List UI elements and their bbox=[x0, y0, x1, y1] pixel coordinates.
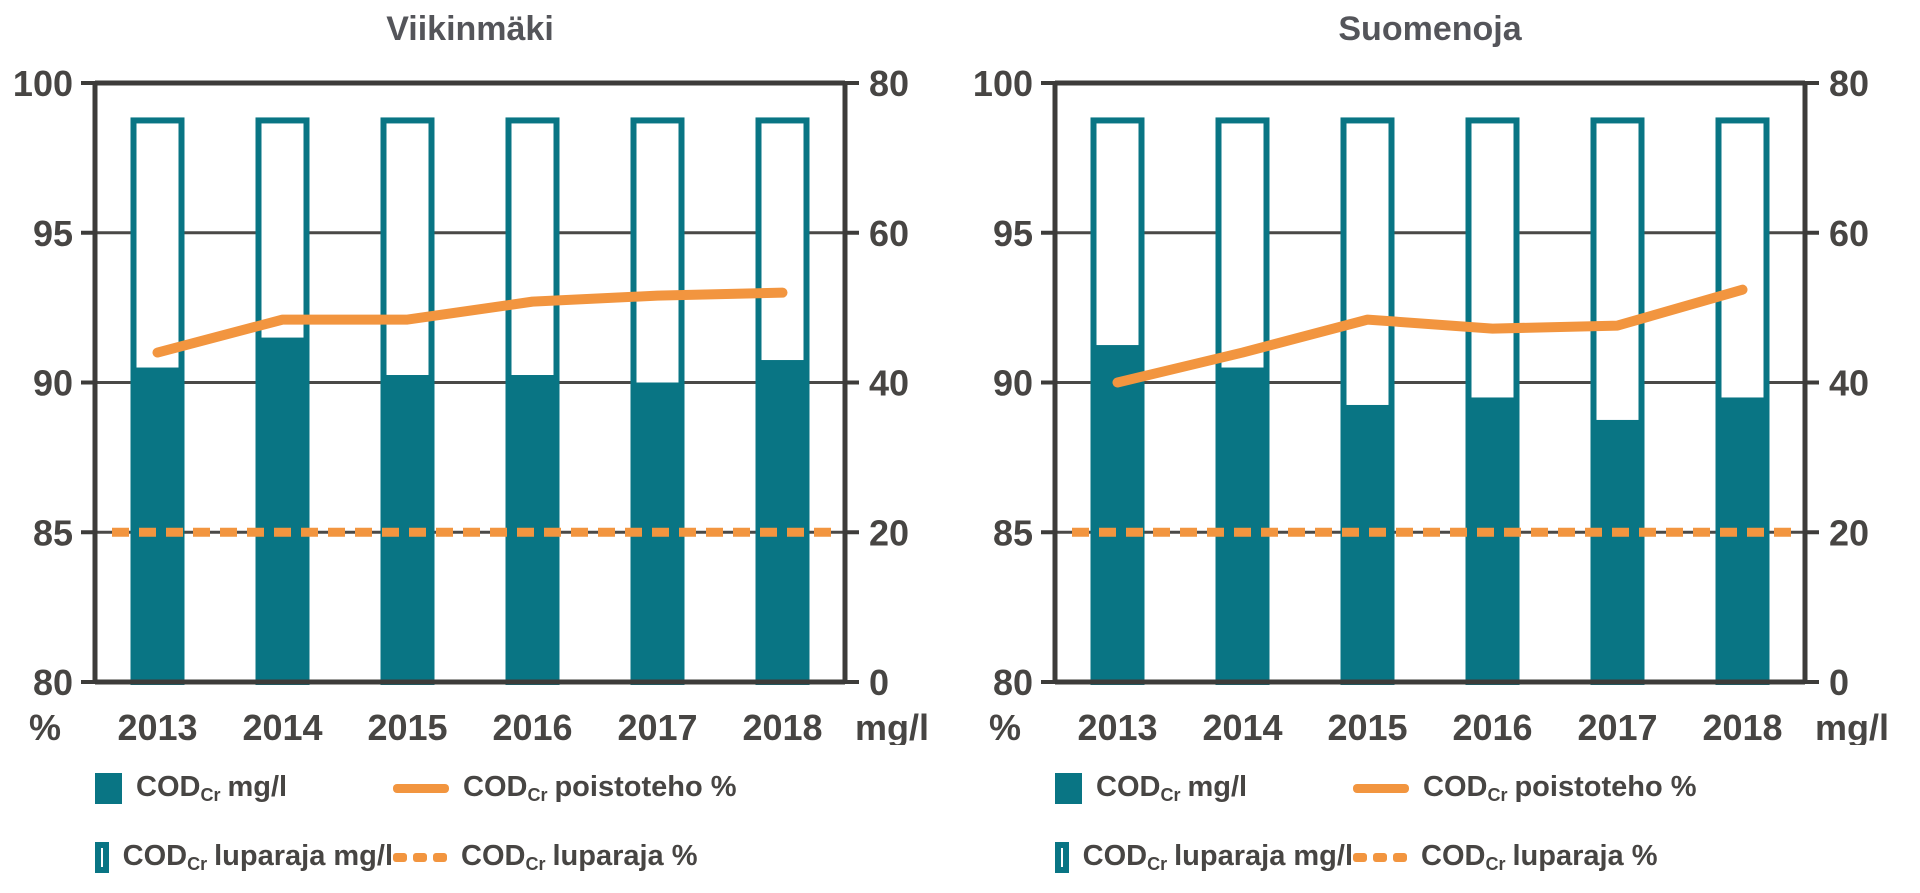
left-axis-unit-label: % bbox=[29, 707, 61, 745]
year-label-2017: 2017 bbox=[617, 707, 697, 745]
year-label-2018: 2018 bbox=[1702, 707, 1782, 745]
year-label-2016: 2016 bbox=[492, 707, 572, 745]
year-label-2014: 2014 bbox=[242, 707, 322, 745]
year-label-2018: 2018 bbox=[742, 707, 822, 745]
right-axis-tick-label: 80 bbox=[1829, 63, 1869, 104]
dashed-line-swatch-icon bbox=[1353, 853, 1407, 862]
cod-bar-2014 bbox=[258, 337, 307, 682]
chart-suomenoja: Suomenoja 100 95 90 85 80 80 60 40 20 0% 2013 2014 20… bbox=[960, 0, 1920, 893]
right-axis-tick-label: 60 bbox=[869, 213, 909, 254]
year-label-2013: 2013 bbox=[1077, 707, 1157, 745]
legend-viikinmaki: CODCr mg/l CODCr poistoteho % CODCr luparaj… bbox=[0, 771, 960, 875]
year-label-2015: 2015 bbox=[1327, 707, 1407, 745]
legend-label: CODCr luparaja % bbox=[461, 840, 698, 874]
left-axis-tick-label: 95 bbox=[33, 213, 73, 254]
cod-bar-2017 bbox=[1593, 419, 1642, 682]
year-label-2016: 2016 bbox=[1452, 707, 1532, 745]
cod-bar-2014 bbox=[1218, 367, 1267, 682]
legend-item-luparaja-line: CODCr luparaja % bbox=[1353, 840, 1920, 875]
cod-bar-2018 bbox=[758, 360, 807, 682]
left-axis-tick-label: 80 bbox=[33, 662, 73, 703]
right-axis-tick-label: 20 bbox=[1829, 512, 1869, 553]
chart-title: Suomenoja bbox=[1338, 10, 1522, 48]
right-axis-tick-label: 40 bbox=[1829, 363, 1869, 404]
chart-viikinmaki: Viikinmäki 100 95 90 85 80 80 60 40 20 0% 2013 2014 2… bbox=[0, 10, 960, 875]
right-axis-tick-label: 60 bbox=[1829, 213, 1869, 254]
left-axis-tick-label: 90 bbox=[33, 363, 73, 404]
left-axis-tick-label: 80 bbox=[993, 662, 1033, 703]
legend-label: CODCr luparaja mg/l bbox=[122, 840, 393, 874]
legend-label: CODCr mg/l bbox=[1096, 771, 1248, 805]
right-axis-tick-label: 20 bbox=[869, 512, 909, 553]
poistoteho-line bbox=[152, 287, 788, 358]
left-axis-tick-label: 100 bbox=[973, 63, 1033, 104]
cod-bar-2018 bbox=[1718, 397, 1767, 682]
right-axis-tick-label: 80 bbox=[869, 63, 909, 104]
cod-bar-2016 bbox=[1468, 397, 1517, 682]
year-label-2014: 2014 bbox=[1202, 707, 1282, 745]
legend-item-cod-bar: CODCr mg/l bbox=[95, 771, 393, 806]
cod-bar-2015 bbox=[1343, 404, 1392, 682]
legend-item-cod-bar: CODCr mg/l bbox=[1055, 771, 1353, 806]
legend-label: CODCr poistoteho % bbox=[463, 771, 737, 805]
year-label-2017: 2017 bbox=[1577, 707, 1657, 745]
legend-item-poistoteho-line: CODCr poistoteho % bbox=[1353, 771, 1920, 806]
legend-item-luparaja-bar: CODCr luparaja mg/l bbox=[95, 840, 393, 875]
solid-line-swatch-icon bbox=[1353, 784, 1409, 793]
legend-label: CODCr mg/l bbox=[136, 771, 288, 805]
left-axis-tick-label: 100 bbox=[13, 63, 73, 104]
left-axis-tick-label: 95 bbox=[993, 213, 1033, 254]
poistoteho-line bbox=[1112, 284, 1748, 388]
filled-bar-swatch-icon bbox=[1055, 773, 1082, 804]
chart-title: Viikinmäki bbox=[386, 10, 554, 48]
right-axis-tick-label: 0 bbox=[1829, 662, 1849, 703]
left-axis-tick-label: 85 bbox=[993, 512, 1033, 553]
dashed-line-swatch-icon bbox=[393, 853, 447, 862]
filled-bar-swatch-icon bbox=[95, 773, 122, 804]
legend-label: CODCr luparaja mg/l bbox=[1082, 840, 1353, 874]
right-axis-unit-label: mg/l bbox=[1815, 707, 1889, 745]
chart-canvas-viikinmaki: Viikinmäki 100 95 90 85 80 80 60 40 20 0% 2013 2014 2… bbox=[13, 10, 929, 745]
legend-suomenoja: CODCr mg/l CODCr poistoteho % CODCr luparaj… bbox=[960, 771, 1920, 875]
legend-item-luparaja-bar: CODCr luparaja mg/l bbox=[1055, 840, 1353, 875]
legend-item-luparaja-line: CODCr luparaja % bbox=[393, 840, 960, 875]
left-axis-tick-label: 85 bbox=[33, 512, 73, 553]
solid-line-swatch-icon bbox=[393, 784, 449, 793]
right-axis-tick-label: 0 bbox=[869, 662, 889, 703]
chart-canvas-suomenoja: Suomenoja 100 95 90 85 80 80 60 40 20 0% 2013 2014 20… bbox=[973, 10, 1889, 745]
legend-label: CODCr luparaja % bbox=[1421, 840, 1658, 874]
cod-bar-2013 bbox=[1093, 345, 1142, 682]
year-label-2013: 2013 bbox=[117, 707, 197, 745]
left-axis-tick-label: 90 bbox=[993, 363, 1033, 404]
cod-bar-2013 bbox=[133, 367, 182, 682]
left-axis-unit-label: % bbox=[989, 707, 1021, 745]
legend-label: CODCr poistoteho % bbox=[1423, 771, 1697, 805]
right-axis-unit-label: mg/l bbox=[855, 707, 929, 745]
outline-bar-swatch-icon bbox=[95, 842, 109, 873]
year-label-2015: 2015 bbox=[367, 707, 447, 745]
outline-bar-swatch-icon bbox=[1055, 842, 1069, 873]
right-axis-tick-label: 40 bbox=[869, 363, 909, 404]
legend-item-poistoteho-line: CODCr poistoteho % bbox=[393, 771, 960, 806]
